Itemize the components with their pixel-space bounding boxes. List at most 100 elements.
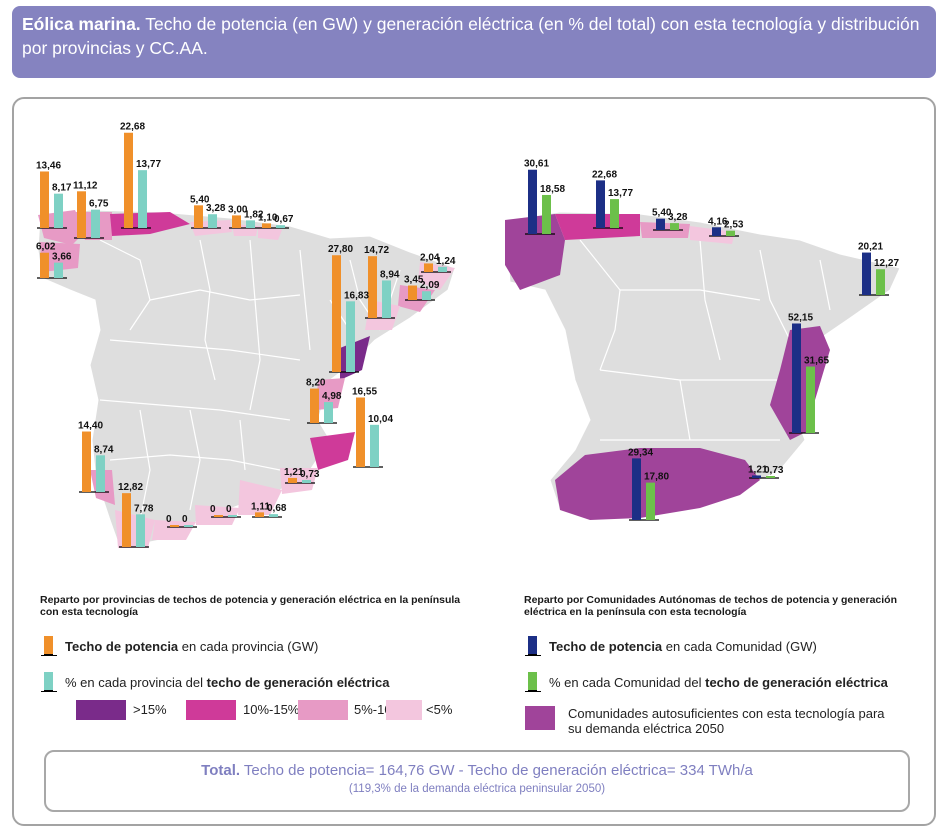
right-bars: 30,61 18,58 22,68 13,77 5,403,28 4,162,53 20,2… bbox=[524, 159, 899, 521]
right-andalucia bbox=[555, 448, 760, 520]
left-guipuzcoa bbox=[258, 226, 282, 240]
right-share-label: 18,58 bbox=[540, 184, 565, 195]
right-power-label: 5,40 bbox=[652, 208, 672, 219]
right-power-bar bbox=[596, 180, 605, 228]
left-power-label: 13,46 bbox=[36, 160, 61, 171]
left-almeria bbox=[238, 480, 282, 515]
left-power-label: 12,82 bbox=[118, 482, 143, 493]
left-legend-share-rest: % en cada provincia del bbox=[65, 674, 207, 690]
right-share-bar bbox=[646, 482, 655, 520]
right-share-bar bbox=[766, 476, 775, 478]
total-box: Total. Techo de potencia= 164,76 GW - Te… bbox=[44, 750, 910, 812]
right-share-label: 31,65 bbox=[804, 356, 829, 367]
left-power-label: 3,00 bbox=[228, 204, 248, 215]
left-power-bar bbox=[368, 256, 377, 318]
title-rest: Techo de potencia (en GW) y generación e… bbox=[22, 14, 920, 58]
left-power-bar bbox=[356, 397, 365, 467]
right-share-label: 13,77 bbox=[608, 188, 633, 199]
left-power-bar bbox=[288, 477, 297, 483]
left-share-bar bbox=[138, 170, 147, 228]
right-power-bar bbox=[632, 458, 641, 520]
left-power-label: 14,40 bbox=[78, 421, 103, 432]
right-share-bar bbox=[876, 269, 885, 295]
left-share-label: 16,83 bbox=[344, 290, 369, 301]
left-power-bar bbox=[214, 515, 223, 517]
left-share-label: 2,09 bbox=[420, 280, 440, 291]
left-power-label: 1,21 bbox=[284, 467, 304, 478]
left-power-bar bbox=[82, 431, 91, 492]
right-power-bar bbox=[792, 323, 801, 433]
total-bold: Total. bbox=[201, 762, 241, 779]
right-share-label: 17,80 bbox=[644, 472, 669, 483]
left-province-borders bbox=[99, 239, 401, 521]
right-legend-share-rest: % en cada Comunidad del bbox=[549, 674, 706, 690]
left-share-bar bbox=[208, 214, 217, 228]
right-community-borders bbox=[579, 239, 831, 441]
left-power-label: 16,55 bbox=[352, 386, 377, 397]
right-peninsula-land bbox=[504, 211, 901, 521]
right-legend-share: % en cada Comunidad del techo de generac… bbox=[525, 672, 888, 692]
left-share-label: 3,66 bbox=[52, 252, 72, 263]
right-power-bar bbox=[656, 218, 665, 230]
green-bar-swatch bbox=[525, 672, 541, 692]
left-share-label: 0,73 bbox=[300, 469, 320, 480]
right-power-bar bbox=[528, 169, 537, 234]
left-share-bar bbox=[228, 515, 237, 517]
left-legend-power-rest: en cada provincia (GW) bbox=[178, 638, 319, 654]
title-text: Eólica marina. Techo de potencia (en GW)… bbox=[22, 12, 926, 60]
left-share-label: 0 bbox=[182, 514, 188, 525]
right-share-label: 3,28 bbox=[668, 212, 688, 223]
scale-label-lt5: <5% bbox=[426, 702, 453, 717]
total-line: Total. Techo de potencia= 164,76 GW - Te… bbox=[46, 762, 908, 779]
left-power-bar bbox=[122, 493, 131, 547]
left-share-label: 4,98 bbox=[322, 391, 342, 402]
left-share-label: 10,04 bbox=[368, 414, 393, 425]
left-power-label: 22,68 bbox=[120, 122, 145, 133]
right-power-label: 52,15 bbox=[788, 312, 813, 323]
left-power-bar bbox=[255, 512, 264, 517]
left-share-label: 1,82 bbox=[244, 209, 264, 220]
left-legend-power: Techo de potencia en cada provincia (GW) bbox=[41, 636, 319, 656]
left-power-label: 14,72 bbox=[364, 245, 389, 256]
scale-label-gt15: >15% bbox=[133, 702, 167, 717]
left-power-bar bbox=[124, 132, 133, 228]
left-share-label: 0,67 bbox=[274, 214, 294, 225]
left-valencia bbox=[316, 378, 345, 410]
teal-bar-swatch bbox=[41, 672, 57, 692]
navy-bar-swatch bbox=[525, 636, 541, 656]
left-legend-share-bold: techo de generación eléctrica bbox=[206, 674, 390, 690]
left-pontevedra bbox=[40, 242, 80, 272]
left-share-bar bbox=[438, 266, 447, 272]
left-alicante bbox=[310, 432, 355, 470]
left-murcia bbox=[280, 468, 318, 494]
left-share-label: 8,94 bbox=[380, 269, 400, 280]
left-power-bar bbox=[408, 285, 417, 300]
left-share-bar bbox=[96, 455, 105, 492]
right-power-label: 30,61 bbox=[524, 159, 549, 170]
scale-label-10-15: 10%-15% bbox=[243, 702, 300, 717]
left-power-label: 27,80 bbox=[328, 244, 353, 255]
right-share-bar bbox=[670, 223, 679, 230]
left-share-label: 1,24 bbox=[436, 256, 456, 267]
left-share-bar bbox=[54, 262, 63, 278]
left-share-bar bbox=[324, 402, 333, 423]
right-power-label: 4,16 bbox=[708, 216, 728, 227]
left-power-label: 3,45 bbox=[404, 275, 424, 286]
title-banner: Eólica marina. Techo de potencia (en GW)… bbox=[12, 6, 936, 78]
right-power-label: 20,21 bbox=[858, 242, 883, 253]
left-share-bar bbox=[91, 209, 100, 238]
left-power-bar bbox=[424, 263, 433, 272]
left-share-bar bbox=[302, 479, 311, 483]
left-power-label: 11,12 bbox=[73, 180, 98, 191]
right-legend-power: Techo de potencia en cada Comunidad (GW) bbox=[525, 636, 817, 656]
right-share-bar bbox=[542, 194, 551, 234]
right-share-label: 0,73 bbox=[764, 465, 784, 476]
orange-bar-swatch bbox=[41, 636, 57, 656]
total-text: Techo de potencia= 164,76 GW - Techo de … bbox=[240, 762, 753, 779]
left-share-label: 13,77 bbox=[136, 159, 161, 170]
title-bold: Eólica marina. bbox=[22, 14, 141, 34]
left-share-label: 0 bbox=[226, 504, 232, 515]
left-power-bar bbox=[40, 252, 49, 278]
left-power-bar bbox=[232, 215, 241, 228]
